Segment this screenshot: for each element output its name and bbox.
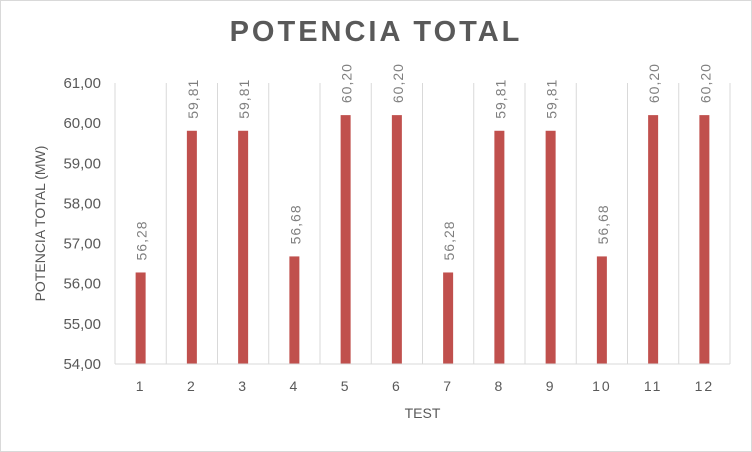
x-tick-label: 4 bbox=[289, 378, 299, 394]
x-tick-label: 6 bbox=[392, 378, 402, 394]
data-label: 59,81 bbox=[236, 79, 252, 119]
y-tick-label: 59,00 bbox=[63, 155, 101, 172]
bar bbox=[596, 256, 607, 364]
data-label: 56,68 bbox=[287, 204, 303, 244]
x-axis-label: TEST bbox=[405, 405, 441, 421]
chart-title: POTENCIA TOTAL bbox=[229, 16, 523, 48]
bar bbox=[289, 256, 300, 364]
y-tick-label: 55,00 bbox=[63, 316, 101, 333]
bar bbox=[391, 115, 402, 364]
y-tick-label: 54,00 bbox=[63, 356, 101, 373]
bar bbox=[494, 130, 505, 364]
data-label: 59,81 bbox=[492, 79, 508, 119]
data-label: 59,81 bbox=[544, 79, 560, 119]
data-label: 59,81 bbox=[185, 79, 201, 119]
bar bbox=[340, 115, 351, 364]
x-tick-label: 10 bbox=[592, 378, 612, 394]
x-tick-label: 9 bbox=[546, 378, 556, 394]
y-tick-label: 56,00 bbox=[63, 276, 101, 293]
data-label: 60,20 bbox=[697, 63, 713, 103]
bar bbox=[648, 115, 659, 364]
x-tick-label: 8 bbox=[494, 378, 504, 394]
bar bbox=[545, 130, 556, 364]
x-tick-label: 12 bbox=[695, 378, 715, 394]
x-tick-label: 11 bbox=[644, 378, 663, 394]
x-axis-ticks: 1 2 3 4 5 6 7 8 9 10 11 12 bbox=[136, 378, 715, 394]
data-label: 56,28 bbox=[441, 220, 457, 260]
gridlines bbox=[114, 83, 731, 364]
y-axis-label: POTENCIA TOTAL (MW) bbox=[32, 146, 48, 302]
y-axis-ticks: 54,00 55,00 56,00 57,00 58,00 59,00 60,00 61,00 bbox=[63, 75, 101, 373]
bar bbox=[443, 272, 454, 364]
x-tick-label: 1 bbox=[136, 378, 146, 394]
x-tick-label: 3 bbox=[238, 378, 248, 394]
y-tick-label: 57,00 bbox=[63, 236, 101, 253]
bar bbox=[699, 115, 710, 364]
x-tick-label: 2 bbox=[187, 378, 197, 394]
data-label: 60,20 bbox=[646, 63, 662, 103]
data-label: 60,20 bbox=[339, 63, 355, 103]
y-tick-label: 58,00 bbox=[63, 195, 101, 212]
data-label: 60,20 bbox=[390, 63, 406, 103]
bar bbox=[135, 272, 146, 364]
x-tick-label: 7 bbox=[443, 378, 453, 394]
y-tick-label: 60,00 bbox=[63, 115, 101, 132]
data-labels: 56,28 59,81 59,81 56,68 60,20 60,20 56,28 59,81… bbox=[134, 63, 714, 260]
data-label: 56,68 bbox=[595, 204, 611, 244]
bars bbox=[135, 115, 710, 364]
data-label: 56,28 bbox=[134, 220, 150, 260]
y-tick-label: 61,00 bbox=[63, 75, 101, 92]
bar bbox=[186, 130, 197, 364]
x-tick-label: 5 bbox=[341, 378, 351, 394]
bar bbox=[238, 130, 249, 364]
